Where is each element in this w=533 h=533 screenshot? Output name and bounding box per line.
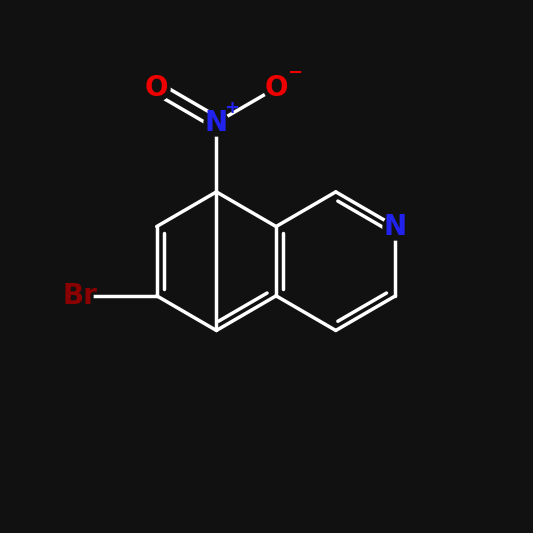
Text: O: O	[145, 74, 168, 102]
Text: Br: Br	[62, 282, 98, 310]
Text: +: +	[224, 99, 239, 117]
Text: −: −	[287, 64, 302, 82]
Text: O: O	[264, 74, 288, 102]
Text: N: N	[205, 109, 228, 136]
Text: N: N	[384, 213, 407, 240]
